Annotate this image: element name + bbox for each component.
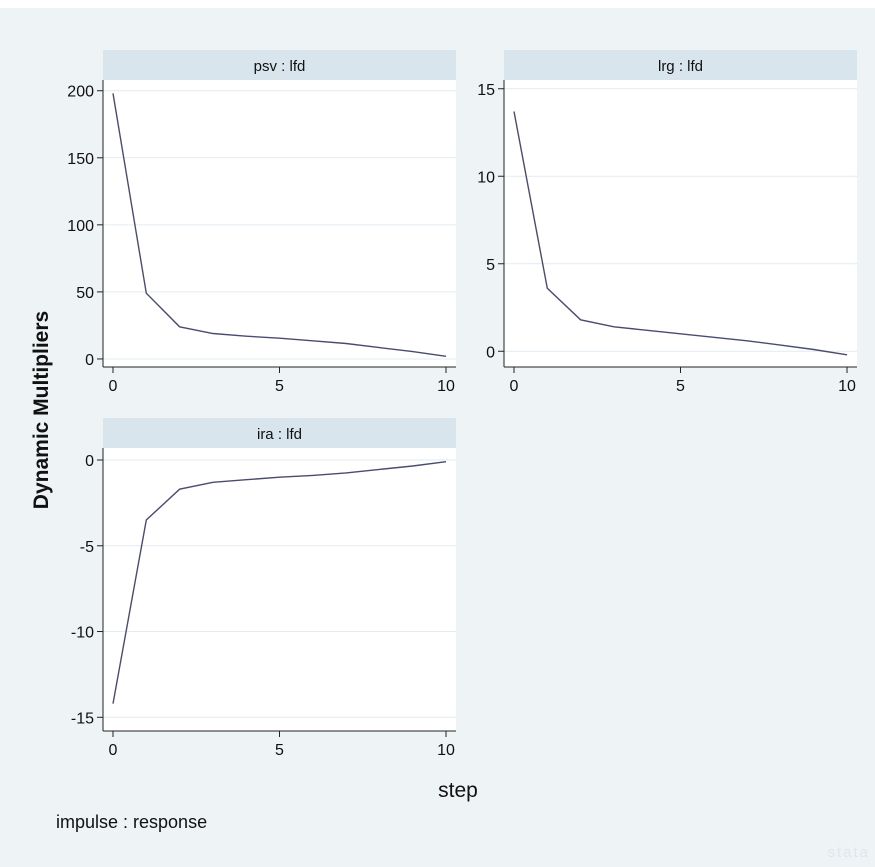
panel-3: ira : lfd -15 -10 -5 0 0 5 10	[71, 418, 456, 759]
x-tick-label: 0	[510, 378, 519, 395]
panel-title: ira : lfd	[257, 426, 302, 443]
panel-title-strip	[504, 50, 857, 80]
y-tick-label: 10	[477, 169, 495, 186]
y-tick-label: 0	[85, 352, 94, 369]
x-tick-label: 0	[109, 742, 118, 759]
x-tick-label: 5	[676, 378, 685, 395]
y-tick-label: 0	[85, 453, 94, 470]
plot-region	[103, 80, 456, 367]
x-tick-label: 5	[275, 378, 284, 395]
y-tick-label: 50	[76, 285, 94, 302]
panel-title-strip	[103, 50, 456, 80]
y-tick-label: -5	[80, 539, 94, 556]
y-tick-label: 150	[67, 151, 94, 168]
y-tick-label: 200	[67, 84, 94, 101]
stata-watermark: stata	[827, 844, 870, 861]
y-tick-label: -15	[71, 710, 94, 727]
panel-1: psv : lfd 0 50 100 150 200 0 5 10	[67, 50, 456, 395]
x-tick-label: 5	[275, 742, 284, 759]
panel-2: lrg : lfd 0 5 10 15 0 5 10	[477, 50, 857, 395]
y-tick-label: 15	[477, 82, 495, 99]
plot-region	[103, 448, 456, 731]
x-tick-label: 0	[109, 378, 118, 395]
x-tick-label: 10	[437, 378, 455, 395]
panel-title: psv : lfd	[254, 58, 306, 75]
x-axis-title: step	[438, 779, 478, 802]
y-tick-label: 0	[486, 344, 495, 361]
y-tick-label: -10	[71, 625, 94, 642]
panel-title: lrg : lfd	[658, 58, 703, 75]
panel-title-strip	[103, 418, 456, 448]
x-tick-label: 10	[838, 378, 856, 395]
x-tick-label: 10	[437, 742, 455, 759]
y-axis-title: Dynamic Multipliers	[30, 311, 53, 509]
y-tick-label: 100	[67, 218, 94, 235]
plot-region	[504, 80, 857, 367]
impulse-response-note: impulse : response	[56, 812, 207, 832]
y-tick-label: 5	[486, 257, 495, 274]
